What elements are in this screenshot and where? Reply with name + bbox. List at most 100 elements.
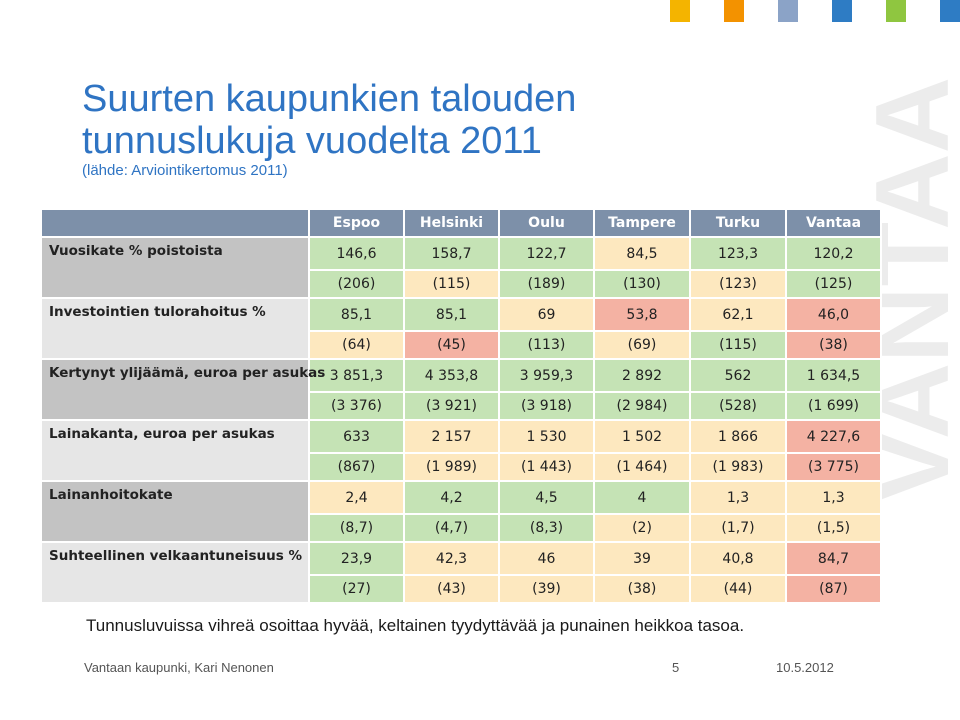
cell-prev: (64) bbox=[308, 330, 405, 360]
row-label: Lainanhoitokate bbox=[40, 480, 310, 543]
cell-prev: (69) bbox=[593, 330, 691, 360]
cell-value: 120,2 bbox=[785, 236, 882, 271]
cell-prev: (2 984) bbox=[593, 391, 691, 421]
cell-value: 69 bbox=[498, 297, 595, 332]
table-row: (8,7) (4,7) (8,3) (2) (1,7) (1,5) bbox=[41, 513, 882, 543]
cell-value: 122,7 bbox=[498, 236, 595, 271]
cell-prev: (123) bbox=[689, 269, 787, 299]
cell-value: 2 157 bbox=[403, 419, 500, 454]
col-header: Vantaa bbox=[785, 208, 882, 238]
corner-square-4 bbox=[832, 0, 852, 22]
cell-prev: (87) bbox=[785, 574, 882, 604]
page-title: Suurten kaupunkien talouden tunnuslukuja… bbox=[82, 78, 576, 162]
cell-value: 562 bbox=[689, 358, 787, 393]
cell-prev: (44) bbox=[689, 574, 787, 604]
cell-prev: (528) bbox=[689, 391, 787, 421]
table-row: Lainakanta, euroa per asukas 633 2 157 1… bbox=[40, 419, 882, 482]
cell-prev: (2) bbox=[593, 513, 691, 543]
cell-prev: (206) bbox=[308, 269, 405, 299]
cell-value: 4,5 bbox=[498, 480, 595, 515]
cell-value: 4 227,6 bbox=[785, 419, 882, 454]
cell-prev: (1 983) bbox=[689, 452, 787, 482]
cell-value: 158,7 bbox=[403, 236, 500, 271]
cell-value: 1 502 bbox=[593, 419, 691, 454]
col-header: Tampere bbox=[593, 208, 691, 238]
cell-value: 633 bbox=[308, 419, 405, 454]
table-row: (867) (1 989) (1 443) (1 464) (1 983) (3… bbox=[41, 452, 882, 482]
cell-value: 40,8 bbox=[689, 541, 787, 576]
header-corner bbox=[40, 208, 310, 238]
cell-prev: (39) bbox=[498, 574, 595, 604]
cell-prev: (3 921) bbox=[403, 391, 500, 421]
cell-prev: (3 376) bbox=[308, 391, 405, 421]
cell-prev: (113) bbox=[498, 330, 595, 360]
cell-prev: (1 699) bbox=[785, 391, 882, 421]
cell-prev: (4,7) bbox=[403, 513, 500, 543]
cell-prev: (1 989) bbox=[403, 452, 500, 482]
footer-page-number: 5 bbox=[672, 660, 680, 675]
corner-square-5 bbox=[886, 0, 906, 22]
row-label: Lainakanta, euroa per asukas bbox=[40, 419, 310, 482]
cell-value: 3 851,3 bbox=[308, 358, 405, 393]
cell-prev: (3 775) bbox=[785, 452, 882, 482]
cell-prev: (45) bbox=[403, 330, 500, 360]
cell-value: 3 959,3 bbox=[498, 358, 595, 393]
cell-prev: (1 443) bbox=[498, 452, 595, 482]
row-label: Kertynyt ylijäämä, euroa per asukas bbox=[40, 358, 325, 421]
cell-value: 1,3 bbox=[689, 480, 787, 515]
cell-prev: (115) bbox=[403, 269, 500, 299]
cell-value: 39 bbox=[593, 541, 691, 576]
cell-prev: (1,5) bbox=[785, 513, 882, 543]
cell-value: 62,1 bbox=[689, 297, 787, 332]
cell-prev: (38) bbox=[785, 330, 882, 360]
cell-prev: (8,3) bbox=[498, 513, 595, 543]
table-row: (64) (45) (113) (69) (115) (38) bbox=[41, 330, 882, 360]
cell-value: 1 634,5 bbox=[785, 358, 882, 393]
cell-prev: (189) bbox=[498, 269, 595, 299]
color-legend-note: Tunnusluvuissa vihreä osoittaa hyvää, ke… bbox=[86, 616, 745, 635]
col-header: Espoo bbox=[308, 208, 405, 238]
cell-value: 4 353,8 bbox=[403, 358, 500, 393]
cell-value: 46,0 bbox=[785, 297, 882, 332]
cell-value: 1 530 bbox=[498, 419, 595, 454]
corner-square-1 bbox=[670, 0, 690, 22]
cell-value: 1,3 bbox=[785, 480, 882, 515]
row-label: Investointien tulorahoitus % bbox=[40, 297, 310, 360]
corner-square-6 bbox=[940, 0, 960, 22]
cell-value: 23,9 bbox=[308, 541, 405, 576]
col-header: Helsinki bbox=[403, 208, 500, 238]
cell-prev: (115) bbox=[689, 330, 787, 360]
cell-prev: (3 918) bbox=[498, 391, 595, 421]
table-row: (206) (115) (189) (130) (123) (125) bbox=[41, 269, 882, 299]
col-header: Oulu bbox=[498, 208, 595, 238]
cell-prev: (1 464) bbox=[593, 452, 691, 482]
cell-value: 2,4 bbox=[308, 480, 405, 515]
cell-value: 1 866 bbox=[689, 419, 787, 454]
cell-value: 4,2 bbox=[403, 480, 500, 515]
cell-prev: (43) bbox=[403, 574, 500, 604]
cell-value: 84,7 bbox=[785, 541, 882, 576]
table-row: Lainanhoitokate 2,4 4,2 4,5 4 1,3 1,3 bbox=[40, 480, 882, 543]
corner-square-2 bbox=[724, 0, 744, 22]
table-row: (27) (43) (39) (38) (44) (87) bbox=[41, 574, 882, 604]
source-note: (lähde: Arviointikertomus 2011) bbox=[82, 162, 288, 179]
footer-date: 10.5.2012 bbox=[776, 660, 834, 675]
row-label: Suhteellinen velkaantuneisuus % bbox=[40, 541, 310, 604]
cell-value: 85,1 bbox=[308, 297, 405, 332]
title-line-1: Suurten kaupunkien talouden bbox=[82, 78, 577, 120]
table-row: Vuosikate % poistoista 146,6 158,7 122,7… bbox=[40, 236, 882, 299]
cell-value: 85,1 bbox=[403, 297, 500, 332]
table-header-row: Espoo Helsinki Oulu Tampere Turku Vantaa bbox=[40, 208, 882, 238]
table-row: Suhteellinen velkaantuneisuus % 23,9 42,… bbox=[40, 541, 882, 604]
cell-value: 123,3 bbox=[689, 236, 787, 271]
cell-value: 42,3 bbox=[403, 541, 500, 576]
table-row: Investointien tulorahoitus % 85,1 85,1 6… bbox=[40, 297, 882, 360]
cell-prev: (27) bbox=[308, 574, 405, 604]
cell-value: 146,6 bbox=[308, 236, 405, 271]
cell-value: 46 bbox=[498, 541, 595, 576]
cell-value: 4 bbox=[593, 480, 691, 515]
cell-prev: (8,7) bbox=[308, 513, 405, 543]
cell-value: 84,5 bbox=[593, 236, 691, 271]
watermark-text: VANTAA bbox=[868, 77, 960, 502]
title-line-2: tunnuslukuja vuodelta 2011 bbox=[82, 120, 542, 162]
